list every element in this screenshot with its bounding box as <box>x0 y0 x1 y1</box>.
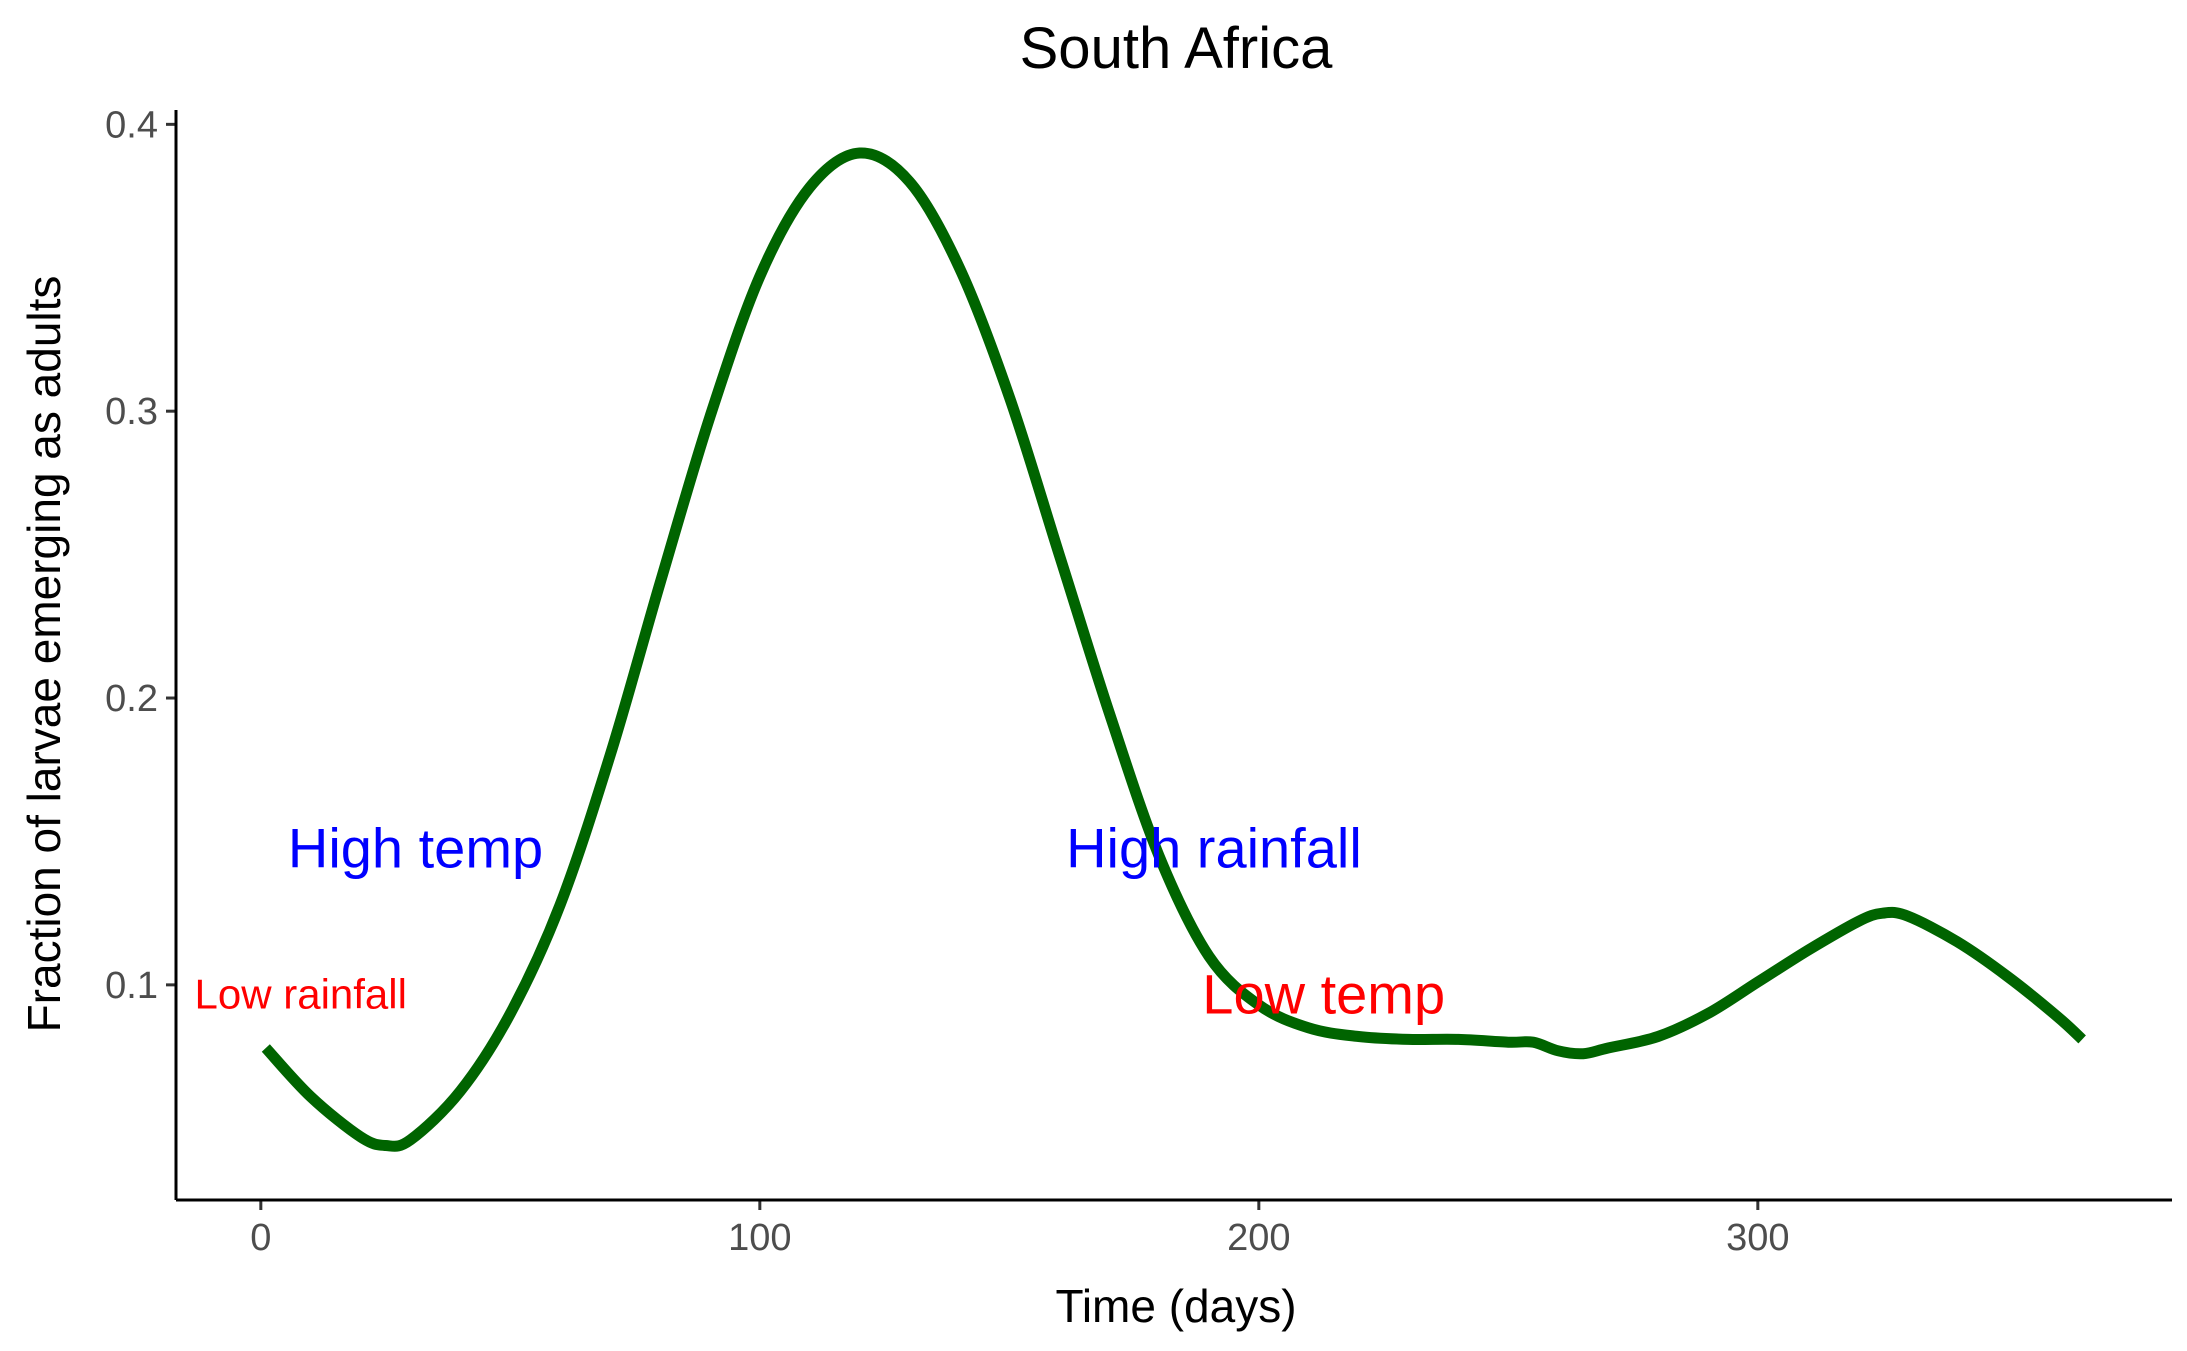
x-axis-ticks: 0 100 200 300 <box>250 1200 1790 1259</box>
x-tick-label: 200 <box>1227 1217 1290 1259</box>
y-axis-title: Fraction of larvae emerging as adults <box>18 276 70 1033</box>
y-tick-label: 0.1 <box>105 965 158 1007</box>
y-tick-label: 0.4 <box>105 104 158 146</box>
chart-title: South Africa <box>1020 16 1333 81</box>
y-tick-label: 0.2 <box>105 678 158 720</box>
annotation-label: Low temp <box>1202 963 1445 1026</box>
x-tick-label: 0 <box>250 1217 271 1259</box>
annotation-label: Low rainfall <box>195 971 407 1018</box>
y-axis-ticks: 0.1 0.2 0.3 0.4 <box>105 104 176 1007</box>
y-tick-label: 0.3 <box>105 391 158 433</box>
annotation-label: High rainfall <box>1066 816 1362 879</box>
x-tick-label: 300 <box>1726 1217 1789 1259</box>
x-axis-title: Time (days) <box>1055 1280 1296 1332</box>
series-line <box>261 147 2086 1152</box>
annotations: High temp High rainfall Low rainfall Low te… <box>195 816 1446 1025</box>
annotation-label: High temp <box>288 816 543 879</box>
x-tick-label: 100 <box>728 1217 791 1259</box>
